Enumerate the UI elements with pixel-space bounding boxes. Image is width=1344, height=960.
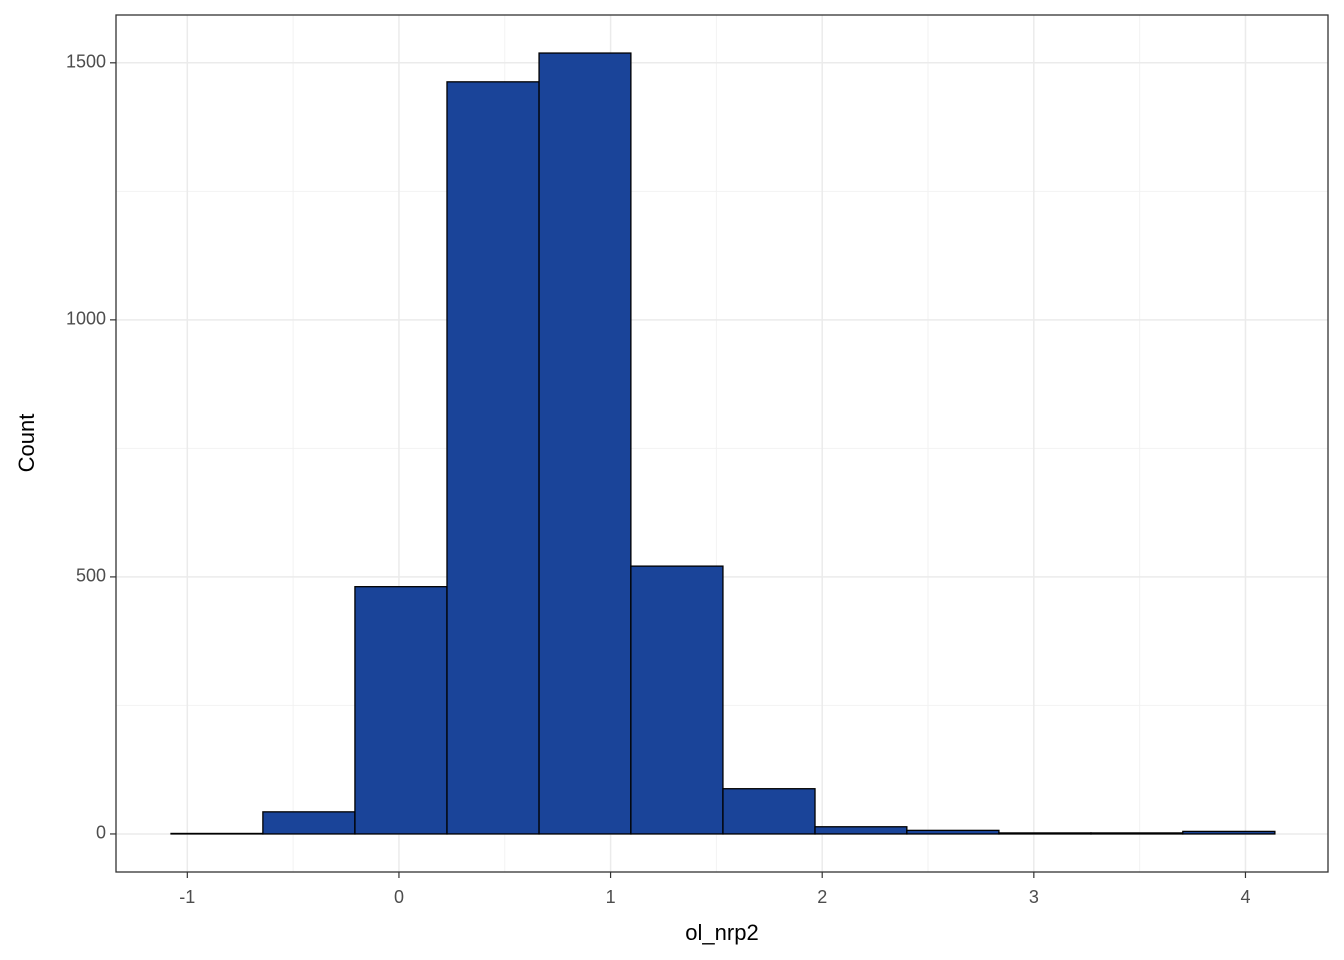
y-tick-label: 1000: [66, 309, 106, 329]
bar: [630, 565, 724, 835]
bar: [354, 586, 448, 835]
bar: [1090, 832, 1184, 835]
bar: [998, 832, 1092, 835]
x-tick-label: 2: [817, 887, 827, 907]
x-tick-label: 1: [606, 887, 616, 907]
x-tick-label: -1: [179, 887, 195, 907]
bar: [722, 788, 816, 835]
bar: [170, 832, 264, 835]
bar: [906, 829, 1000, 835]
bar: [262, 811, 356, 835]
x-tick-label: 4: [1240, 887, 1250, 907]
y-tick-label: 1500: [66, 52, 106, 72]
y-tick-label: 500: [76, 566, 106, 586]
y-tick-label: 0: [96, 823, 106, 843]
panel-border: [115, 14, 1329, 873]
x-tick-label: 3: [1029, 887, 1039, 907]
x-axis-title: ol_nrp2: [685, 920, 758, 945]
bar: [1182, 830, 1276, 835]
bar: [814, 826, 908, 835]
bar: [538, 52, 632, 835]
x-tick-label: 0: [394, 887, 404, 907]
bar: [446, 81, 540, 835]
y-axis-title: Count: [14, 414, 39, 473]
